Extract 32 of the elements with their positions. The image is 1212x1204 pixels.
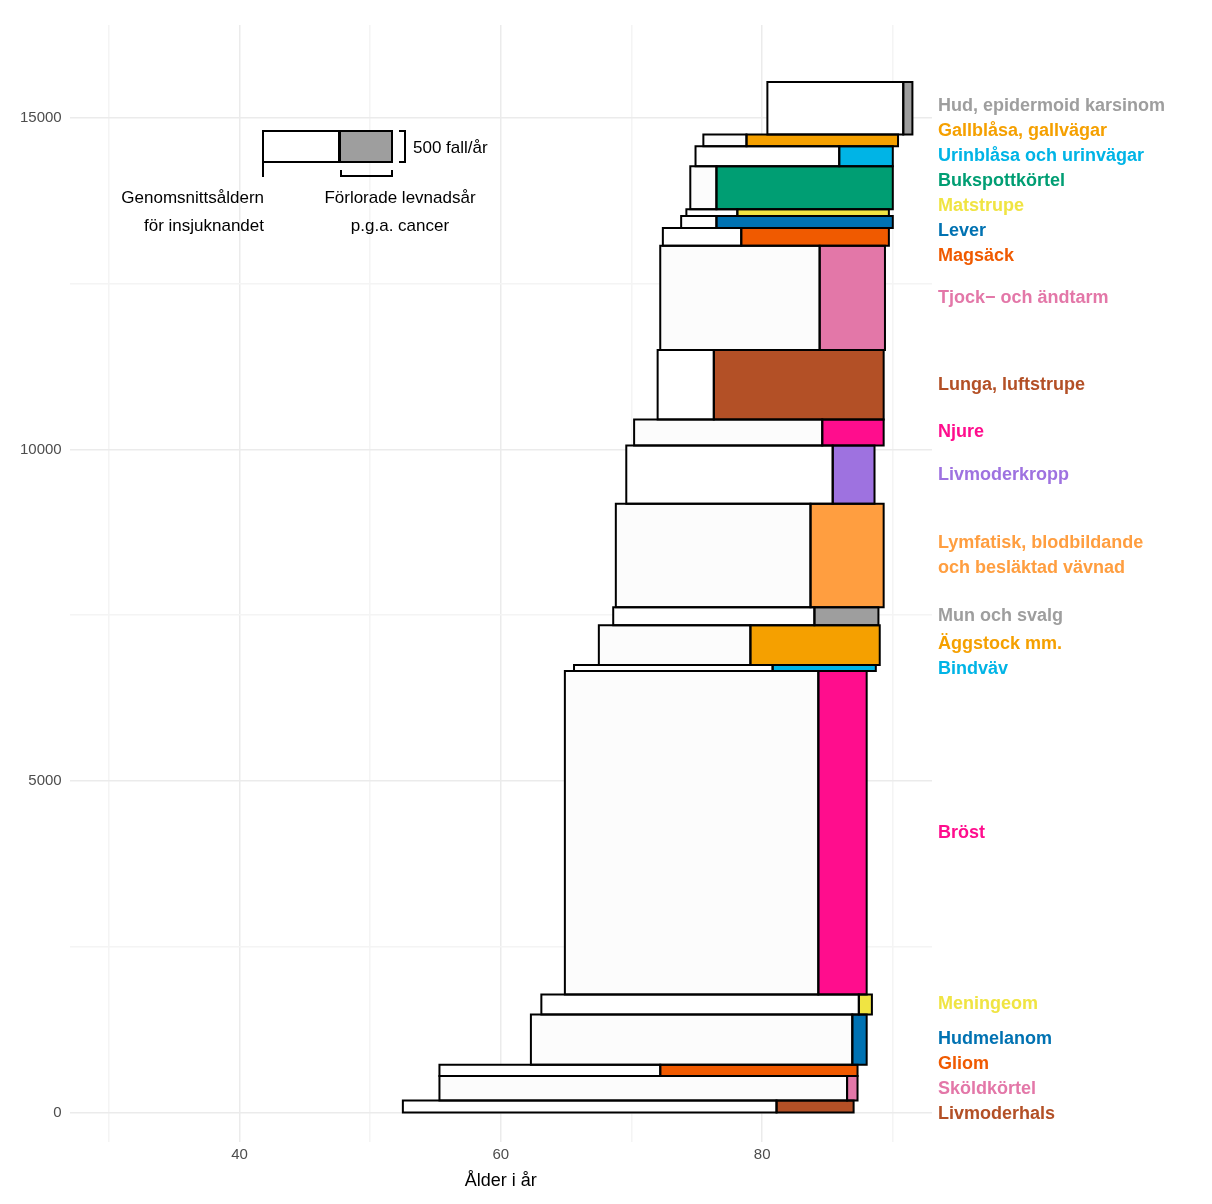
text: Gallblåsa, gallvägar (938, 119, 1108, 140)
text: Gliom (938, 1052, 990, 1073)
x-axis-title: Ålder i år (464, 1170, 537, 1191)
annotation: Genomsnittsåldern för insjuknandet (120, 187, 264, 237)
text: Bukspottkörtel (938, 169, 1066, 190)
text: Njure (938, 421, 985, 442)
x-tick-label: 80 (753, 1144, 771, 1162)
text: Lever (938, 219, 987, 240)
x-tick-label: 60 (492, 1144, 510, 1162)
text: Lymfatisk, blodbildande och besläktad vävnad (938, 531, 1144, 577)
text: Livmoderhals (938, 1102, 1056, 1123)
y-tick-label: 15000 (19, 107, 62, 125)
x-tick-label: 40 (231, 1144, 248, 1162)
text: Tjock− och ändtarm (938, 286, 1109, 307)
text: Mun och svalg (938, 605, 1064, 626)
y-tick-label: 0 (53, 1102, 62, 1120)
y-tick-label: 10000 (19, 439, 62, 457)
text: Magsäck (938, 244, 1016, 265)
text: Bröst (938, 821, 986, 842)
annotation: Förlorade levnadsår p.g.a. cancer (323, 187, 477, 237)
text: Sköldkörtel (938, 1077, 1037, 1098)
text: Äggstock mm. (938, 632, 1063, 653)
series-label: Hud, epidermoid karsinom (938, 94, 1166, 115)
text: Matstrupe (938, 194, 1025, 215)
text: Bindväv (938, 657, 1009, 678)
text: Meningeom (938, 993, 1039, 1014)
y-tick-label: 5000 (28, 771, 62, 789)
text: Lunga, luftstrupe (938, 373, 1085, 394)
text: Urinblåsa och urinvägar (938, 144, 1145, 165)
text: Livmoderkropp (938, 463, 1070, 484)
annotation: 500 fall/år (413, 137, 488, 159)
text: Hudmelanom (938, 1027, 1053, 1048)
